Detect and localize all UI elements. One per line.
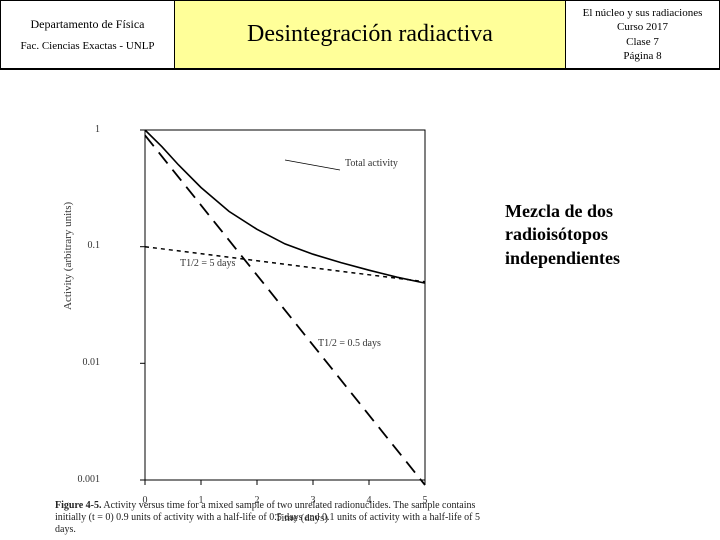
ytick-001: 0.01	[60, 357, 100, 368]
figure-caption-text: Activity versus time for a mixed sample …	[55, 500, 480, 535]
figure-label: Figure 4-5.	[55, 500, 101, 511]
header-title-box: Desintegración radiactiva	[175, 0, 565, 69]
header-right-box: El núcleo y sus radiaciones Curso 2017 C…	[565, 0, 720, 69]
decay-chart: Activity (arbitrary units) Time (days) 1…	[50, 100, 450, 520]
ytick-01: 0.1	[60, 240, 100, 251]
header-left-box: Departamento de Física Fac. Ciencias Exa…	[0, 0, 175, 69]
class-number: Clase 7	[626, 35, 659, 49]
ytick-1: 1	[60, 124, 100, 135]
course-name: El núcleo y sus radiaciones	[583, 6, 703, 20]
annotation-line3: independientes	[505, 247, 620, 270]
slide-header: Departamento de Física Fac. Ciencias Exa…	[0, 0, 720, 70]
course-year: Curso 2017	[617, 20, 668, 34]
ytick-0001: 0.001	[60, 474, 100, 485]
slide-title: Desintegración radiactiva	[247, 21, 493, 48]
short-halflife-label: T1/2 = 0.5 days	[318, 338, 381, 349]
page-number: Página 8	[623, 49, 661, 63]
annotation-line2: radioisótopos	[505, 223, 620, 246]
department-label: Departamento de Física	[31, 17, 145, 32]
annotation-line1: Mezcla de dos	[505, 200, 620, 223]
y-axis-label: Activity (arbitrary units)	[62, 202, 74, 310]
figure-caption: Figure 4-5. Activity versus time for a m…	[55, 500, 485, 536]
slide-content: Activity (arbitrary units) Time (days) 1…	[0, 70, 720, 540]
total-activity-label: Total activity	[345, 158, 398, 169]
long-halflife-label: T1/2 = 5 days	[180, 258, 235, 269]
faculty-label: Fac. Ciencias Exactas - UNLP	[20, 40, 154, 52]
side-annotation: Mezcla de dos radioisótopos independient…	[505, 200, 620, 270]
